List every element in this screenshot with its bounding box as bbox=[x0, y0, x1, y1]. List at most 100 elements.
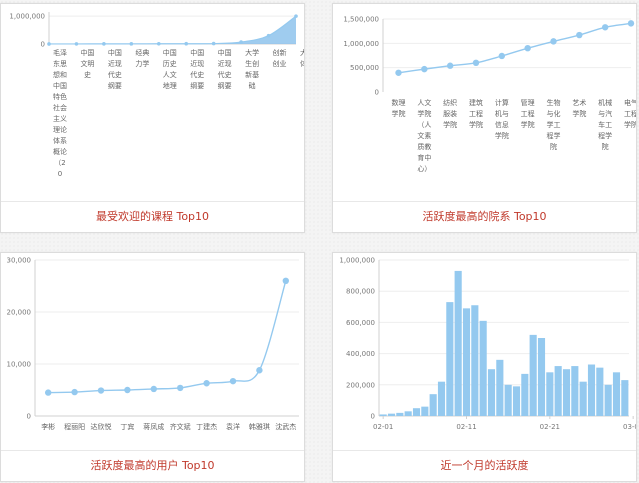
bar bbox=[579, 381, 587, 416]
y-tick-label: 1,500,000 bbox=[343, 16, 379, 24]
data-point bbox=[211, 41, 216, 46]
bar bbox=[446, 302, 454, 416]
chart-panel-active-departments: 0 500,000 1,000,000 1,500,000 数理学院 人文学院（人文素质教… bbox=[332, 3, 637, 233]
data-point bbox=[156, 41, 161, 46]
x-tick-label: 中国近现代史纲要 bbox=[108, 48, 122, 90]
bar bbox=[379, 414, 387, 416]
x-tick-label: 毛泽东思想和中国特色社会主义理论体系概论（2 0 bbox=[53, 48, 67, 178]
x-tick-label: 建筑工程学院 bbox=[469, 98, 483, 129]
y-tick-label: 1,000,000 bbox=[343, 40, 379, 48]
bar bbox=[596, 367, 604, 416]
bar bbox=[471, 305, 479, 416]
x-tick-label: 02-21 bbox=[540, 423, 560, 431]
data-point bbox=[45, 389, 52, 396]
chart-panel-active-users: 0 10,000 20,000 30,000 李彬 程丽阳 达欣悦 丁宾 蒋凤成 齐文斌 丁建杰 袁洋… bbox=[0, 252, 305, 482]
x-tick-label: 艺术学院 bbox=[572, 98, 586, 118]
chart-panel-popular-courses: 0 1,000,000 毛泽东思想和中国特色社会主义理论体系概论（2 0 中国文明史 中国… bbox=[0, 3, 305, 233]
y-tick-label: 10,000 bbox=[7, 361, 32, 369]
data-point bbox=[472, 59, 480, 66]
data-point bbox=[627, 20, 635, 27]
bar bbox=[529, 334, 537, 416]
bar bbox=[571, 366, 579, 416]
area-fill bbox=[49, 16, 296, 44]
data-point bbox=[71, 388, 78, 396]
x-tick-label: 03-02 bbox=[623, 423, 636, 431]
bar bbox=[554, 366, 562, 416]
data-point bbox=[47, 42, 51, 46]
bar bbox=[621, 380, 629, 416]
x-tick-label: 袁洋 bbox=[226, 422, 240, 431]
chart-title: 近一个月的活跃度 bbox=[333, 450, 636, 481]
data-point bbox=[395, 69, 402, 76]
data-point bbox=[256, 367, 263, 374]
y-tick-label: 500,000 bbox=[350, 64, 379, 72]
bar bbox=[512, 386, 521, 416]
x-tick-label: 丁建杰 bbox=[196, 422, 217, 431]
bar bbox=[546, 372, 554, 416]
data-point bbox=[446, 62, 454, 69]
bar bbox=[479, 320, 487, 416]
bar bbox=[412, 408, 421, 416]
series-line bbox=[398, 22, 632, 74]
bar bbox=[429, 394, 437, 416]
x-tick-label: 纺织服装学院 bbox=[443, 98, 457, 129]
y-tick-label: 0 bbox=[371, 413, 375, 421]
x-tick-label: 程丽阳 bbox=[64, 422, 85, 431]
x-tick-label: 管理工程学院 bbox=[521, 98, 535, 129]
data-point bbox=[498, 52, 506, 60]
y-tick-label: 0 bbox=[27, 413, 31, 421]
bar bbox=[421, 406, 429, 416]
data-point bbox=[74, 42, 79, 46]
x-tick-label: 02-11 bbox=[456, 423, 476, 431]
y-tick-label: 0 bbox=[375, 89, 379, 97]
x-tick-label: 中国文明史 bbox=[80, 48, 94, 79]
x-tick-label: 中国近现代史纲要 bbox=[190, 48, 204, 90]
y-tick-label: 200,000 bbox=[346, 381, 375, 389]
bar bbox=[454, 270, 462, 416]
x-tick-label: 电气工程学院 bbox=[624, 98, 636, 129]
x-tick-label: 蒋凤成 bbox=[143, 422, 164, 431]
series-line bbox=[48, 280, 287, 394]
bar bbox=[396, 412, 404, 416]
chart-title: 活跃度最高的院系 Top10 bbox=[333, 201, 636, 232]
data-point bbox=[129, 42, 134, 46]
chart-title: 活跃度最高的用户 Top10 bbox=[1, 450, 304, 481]
x-tick-label: 人文学院（人文素质教育中心） bbox=[417, 98, 431, 173]
x-tick-label: 中国近现代史纲要 bbox=[218, 48, 232, 90]
data-point bbox=[421, 65, 428, 73]
bar bbox=[587, 364, 596, 416]
y-tick-label: 600,000 bbox=[346, 319, 375, 327]
chart-active-users: 0 10,000 20,000 30,000 李彬 程丽阳 达欣悦 丁宾 蒋凤成 齐文斌 丁建杰 袁洋… bbox=[7, 257, 299, 431]
data-point bbox=[524, 45, 531, 52]
bar bbox=[537, 338, 546, 416]
x-tick-label: 齐文斌 bbox=[170, 422, 191, 431]
chart-active-departments: 0 500,000 1,000,000 1,500,000 数理学院人文学院（人文素质教… bbox=[343, 16, 636, 174]
x-tick-label: 创新创业 bbox=[273, 48, 287, 68]
x-tick-label: 计算机与信息学院 bbox=[495, 98, 509, 140]
x-tick-label: 沈武杰 bbox=[275, 422, 296, 431]
data-point bbox=[97, 387, 105, 394]
y-tick-label: 30,000 bbox=[7, 257, 32, 265]
data-point bbox=[102, 42, 106, 46]
x-tick-label: 生物与化学工程学院 bbox=[547, 98, 561, 151]
bar bbox=[521, 373, 529, 416]
bar bbox=[612, 372, 621, 416]
data-point bbox=[576, 31, 583, 39]
data-point bbox=[550, 38, 557, 45]
bar bbox=[562, 369, 571, 416]
chart-monthly-activity: 0 200,000 400,000 600,000 800,000 1,000,000 02… bbox=[339, 257, 636, 432]
bar bbox=[604, 384, 612, 416]
area-line bbox=[48, 15, 297, 45]
data-point bbox=[601, 24, 609, 31]
bar bbox=[387, 413, 396, 416]
x-tick-label: 大学生创新基础 bbox=[245, 48, 259, 90]
bar bbox=[496, 359, 504, 416]
data-point bbox=[203, 380, 210, 387]
y-tick-label: 400,000 bbox=[346, 350, 375, 358]
chart-title: 最受欢迎的课程 Top10 bbox=[1, 201, 304, 232]
bar bbox=[404, 411, 412, 416]
data-point bbox=[282, 277, 289, 284]
x-tick-label: 大学体育 bbox=[300, 48, 304, 68]
data-point bbox=[229, 377, 237, 385]
